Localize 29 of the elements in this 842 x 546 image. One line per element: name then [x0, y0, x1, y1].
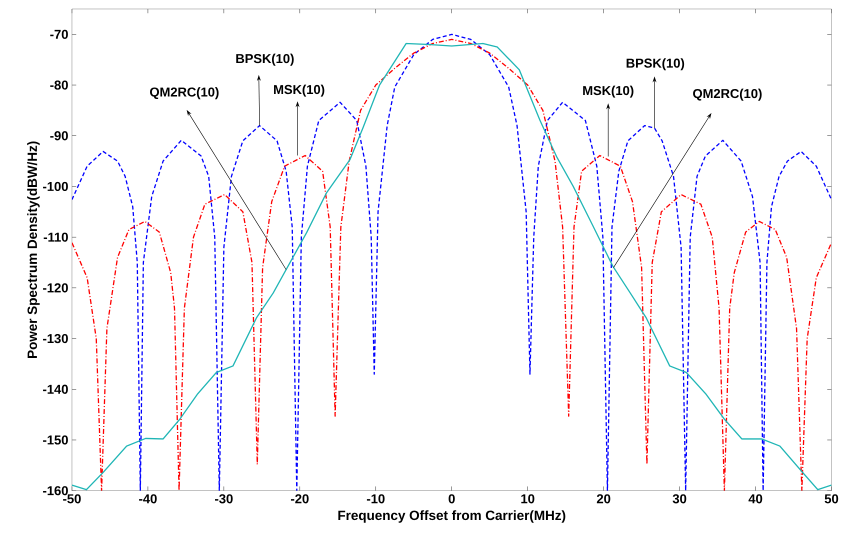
x-tick-label: -30 — [215, 494, 233, 504]
annotation: QM2RC(10) — [693, 88, 762, 101]
x-tick-label: -10 — [366, 494, 385, 504]
y-tick-label: -120 — [43, 283, 68, 293]
y-tick-label: -80 — [50, 80, 68, 90]
x-tick-label: -40 — [139, 494, 157, 504]
annotation: MSK(10) — [583, 86, 634, 98]
annotation: QM2RC(10) — [150, 87, 219, 100]
x-tick-label: 20 — [596, 494, 610, 504]
y-tick-label: -100 — [43, 182, 68, 192]
annotation: BPSK(10) — [236, 54, 294, 66]
y-axis-title: Power Spectrum Density(dBW/Hz) — [27, 142, 40, 358]
y-tick-label: -130 — [43, 334, 68, 344]
y-tick-label: -110 — [44, 232, 68, 242]
x-tick-label: 30 — [672, 494, 686, 504]
x-tick-label: 40 — [748, 494, 762, 504]
x-tick-label: -50 — [63, 494, 81, 504]
x-tick-label: -20 — [290, 494, 309, 504]
x-tick-label: 10 — [521, 494, 534, 504]
x-axis-title: Frequency Offset from Carrier(MHz) — [338, 510, 566, 523]
annotation: MSK(10) — [274, 84, 324, 97]
annotation: BPSK(10) — [626, 58, 684, 70]
y-tick-label: -160 — [43, 486, 68, 496]
x-tick-label: 50 — [824, 494, 838, 504]
y-tick-label: -150 — [43, 436, 68, 445]
y-tick-label: -70 — [50, 30, 68, 40]
y-tick-label: -140 — [43, 384, 68, 394]
x-tick-label: 0 — [448, 494, 455, 504]
y-tick-label: -90 — [50, 131, 68, 140]
